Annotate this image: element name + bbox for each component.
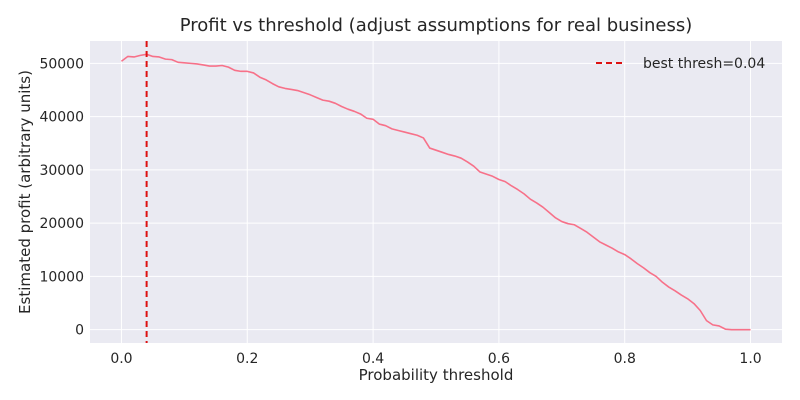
grid-lines — [90, 41, 782, 343]
y-axis-label: Estimated profit (arbitrary units) — [16, 70, 34, 314]
tick-labels: 0.0 0.2 0.4 0.6 0.8 1.0 0 10000 20000 30000 40000 5… — [39, 56, 761, 367]
chart-title: Profit vs threshold (adjust assumptions … — [180, 15, 692, 36]
y-tick-label: 20000 — [39, 216, 84, 232]
x-tick-label: 0.8 — [614, 351, 636, 367]
series-line — [120, 53, 751, 331]
x-axis-label: Probability threshold — [359, 366, 514, 384]
legend-label-best-threshold: best thresh=0.04 — [643, 56, 765, 72]
x-tick-label: 1.0 — [739, 351, 761, 367]
y-tick-label: 50000 — [39, 56, 84, 72]
series-layer — [120, 53, 751, 331]
y-tick-label: 30000 — [39, 163, 84, 179]
y-tick-label: 40000 — [39, 110, 84, 126]
legend: best thresh=0.04 — [596, 56, 765, 72]
y-tick-label: 0 — [75, 323, 84, 339]
x-tick-label: 0.4 — [362, 351, 384, 367]
x-tick-label: 0.6 — [488, 351, 510, 367]
plot-background — [90, 41, 782, 343]
x-tick-label: 0.2 — [236, 351, 258, 367]
x-tick-label: 0.0 — [110, 351, 132, 367]
y-tick-label: 10000 — [39, 269, 84, 285]
